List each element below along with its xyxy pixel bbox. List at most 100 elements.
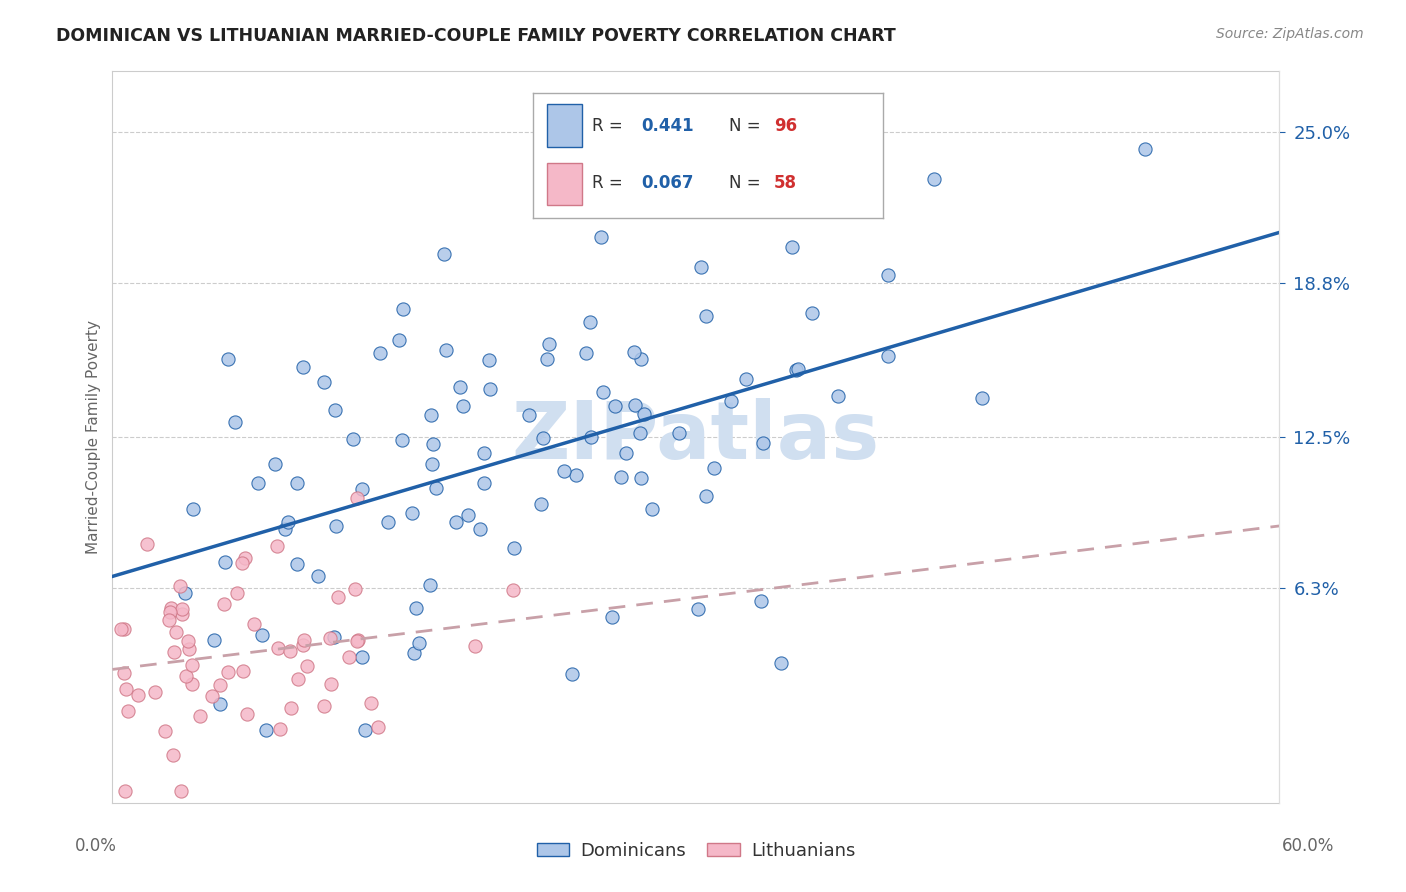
Point [274,522,297,536]
Point [579,430,602,444]
Point [342,432,364,446]
Point [624,398,647,412]
Point [214,555,236,569]
Point [553,464,575,478]
Point [474,446,496,460]
Point [181,501,204,516]
Point [668,425,690,440]
Point [287,672,309,686]
Point [326,590,349,604]
Point [970,392,993,406]
Text: DOMINICAN VS LITHUANIAN MARRIED-COUPLE FAMILY POVERTY CORRELATION CHART: DOMINICAN VS LITHUANIAN MARRIED-COUPLE F… [56,27,896,45]
Point [232,664,254,678]
Point [420,457,443,471]
Point [160,600,183,615]
Point [367,720,389,734]
Point [609,470,631,484]
Point [169,579,191,593]
Text: 0.0%: 0.0% [75,837,117,855]
Point [470,522,492,536]
Point [346,491,368,505]
Point [451,399,474,413]
Point [250,628,273,642]
Point [630,471,652,485]
Point [628,425,651,440]
Point [181,657,204,672]
Point [478,353,501,368]
Point [267,641,290,656]
Point [827,389,849,403]
Point [163,645,186,659]
Point [314,699,336,714]
Point [280,701,302,715]
Point [292,633,315,648]
Point [561,666,583,681]
Point [346,634,368,648]
Point [136,537,159,551]
Point [117,704,139,718]
Point [517,408,540,422]
Point [325,519,347,533]
Point [734,372,756,386]
Point [464,640,486,654]
Point [876,349,898,363]
Point [112,622,135,636]
Point [752,435,775,450]
Point [877,268,900,282]
Point [343,582,366,596]
Point [231,556,253,570]
Point [157,613,180,627]
Point [529,497,551,511]
Point [360,696,382,710]
Point [579,314,602,328]
Point [391,301,413,316]
Point [922,172,945,186]
Point [782,240,804,254]
Point [457,508,479,523]
Point [641,501,664,516]
Point [208,677,231,691]
Point [177,634,200,648]
Point [278,643,301,657]
Point [354,723,377,737]
Point [159,605,181,619]
Point [633,407,655,421]
Point [391,433,413,447]
Point [589,230,612,244]
Point [173,585,195,599]
Point [800,306,823,320]
Point [614,446,637,460]
Point [263,457,285,471]
Point [502,582,524,597]
Point [575,346,598,360]
Point [162,747,184,762]
Text: ZIPatlas: ZIPatlas [512,398,880,476]
Point [720,393,742,408]
Point [321,677,343,691]
Point [749,593,772,607]
Point [623,345,645,359]
Point [127,688,149,702]
Point [538,337,561,351]
Point [368,346,391,360]
Point [592,384,614,399]
Point [786,362,808,376]
Point [352,482,374,496]
Point [422,437,444,451]
Point [502,541,524,556]
Point [419,578,441,592]
Point [201,689,224,703]
Point [314,375,336,389]
Point [226,585,249,599]
Text: 60.0%: 60.0% [1281,837,1334,855]
Point [425,481,447,495]
Point [703,461,725,475]
Point [254,723,277,737]
Point [285,557,308,571]
Point [689,260,711,274]
Point [217,665,239,679]
Point [212,597,235,611]
Point [266,539,288,553]
Point [169,783,191,797]
Point [686,602,709,616]
